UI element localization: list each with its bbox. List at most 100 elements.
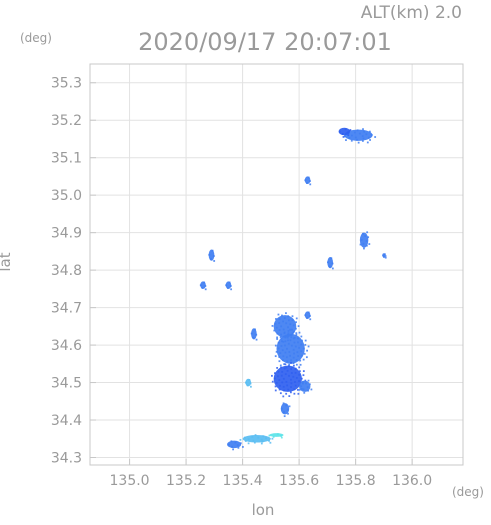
y-tick-label: 35.0: [51, 188, 82, 204]
radar-echo-speck: [363, 247, 365, 250]
radar-echo-speck: [254, 328, 256, 331]
radar-echo-speck: [295, 377, 298, 379]
radar-echo-speck: [300, 385, 303, 388]
radar-echo-cluster: [268, 433, 284, 439]
x-axis-unit: (deg): [452, 485, 484, 499]
radar-echo-speck: [213, 260, 216, 262]
radar-echo-speck: [275, 381, 278, 384]
radar-echo-speck: [278, 388, 281, 391]
radar-echo-speck: [302, 380, 304, 383]
radar-echo-speck: [346, 131, 349, 134]
radar-echo-speck: [361, 140, 364, 142]
radar-echo-speck: [273, 329, 276, 332]
x-axis-ticks: 135.0 135.2 135.4 135.6 135.8 136.0: [110, 459, 432, 489]
radar-echo-speck: [296, 337, 299, 340]
radar-echo-speck: [383, 253, 386, 256]
radar-echo-speck: [286, 360, 289, 363]
radar-echo-speck: [289, 339, 292, 342]
radar-echo-speck: [344, 135, 346, 138]
radar-echo-speck: [290, 372, 293, 374]
radar-echo-speck: [278, 318, 281, 320]
radar-echo-speck: [342, 136, 345, 138]
radar-echo-speck: [290, 344, 293, 347]
radar-echo-speck: [255, 338, 258, 341]
radar-echo-speck: [285, 392, 288, 395]
radar-echo-speck: [283, 389, 286, 392]
radar-echo-speck: [279, 384, 281, 387]
radar-echo-speck: [239, 442, 242, 445]
radar-echo-speck: [307, 311, 310, 314]
radar-echo-speck: [208, 253, 211, 256]
radar-echo-speck: [261, 440, 264, 443]
radar-echo-speck: [269, 441, 272, 444]
radar-echo-speck: [248, 378, 251, 381]
radar-echo-speck: [225, 284, 228, 287]
radar-echo-speck: [384, 256, 387, 259]
radar-echo-speck: [341, 133, 344, 135]
radar-echo-speck: [249, 385, 252, 388]
y-tick-label: 34.4: [51, 413, 82, 429]
radar-echo-speck: [350, 134, 353, 137]
radar-echo-speck: [273, 377, 276, 380]
radar-echo-speck: [274, 389, 277, 392]
radar-echo-core: [338, 127, 350, 136]
radar-echo-cluster: [208, 249, 216, 262]
radar-echo-speck: [300, 354, 303, 357]
radar-echo-cluster: [298, 379, 313, 394]
radar-echo-speck: [239, 438, 242, 441]
radar-echo-speck: [282, 355, 285, 358]
radar-echo-speck: [234, 441, 237, 444]
radar-echo-speck: [252, 439, 255, 442]
radar-echo-speck: [306, 386, 309, 389]
radar-echo-speck: [288, 319, 290, 322]
radar-echo-speck: [277, 433, 279, 436]
radar-echo-speck: [297, 388, 299, 391]
radar-echo-speck: [212, 255, 215, 257]
radar-echo-speck: [309, 315, 311, 317]
radar-echo-speck: [298, 331, 301, 334]
chart-subtitle: ALT(km) 2.0: [361, 3, 462, 23]
radar-echo-speck: [298, 373, 301, 376]
radar-echo-speck: [298, 380, 300, 382]
radar-echo-speck: [283, 367, 286, 370]
radar-echo-speck: [278, 329, 281, 331]
radar-echo-speck: [276, 332, 279, 335]
radar-echo-speck: [255, 333, 258, 336]
radar-echo-speck: [300, 343, 303, 346]
radar-echo-speck: [297, 392, 300, 395]
y-tick-label: 34.7: [51, 301, 82, 317]
radar-echo-speck: [347, 134, 350, 137]
radar-echo-speck: [299, 359, 302, 362]
radar-echo-speck: [290, 361, 292, 364]
radar-echo-speck: [236, 444, 239, 447]
radar-echo-speck: [253, 441, 256, 444]
x-tick-label: 135.0: [110, 473, 150, 489]
radar-echo-speck: [279, 336, 282, 339]
radar-echo-speck: [246, 384, 249, 387]
radar-echo-speck: [204, 285, 207, 287]
radar-echo-speck: [292, 324, 295, 327]
radar-echo-speck: [285, 380, 288, 383]
radar-echo-speck: [298, 388, 301, 391]
radar-echo-speck: [250, 332, 253, 335]
radar-echo-speck: [274, 322, 277, 325]
radar-echo-speck: [227, 443, 230, 446]
radar-echo-speck: [345, 139, 347, 142]
radar-echo-speck: [303, 391, 306, 394]
radar-echo-speck: [283, 331, 286, 334]
radar-echo-speck: [304, 339, 307, 342]
radar-echo-speck: [291, 319, 294, 322]
radar-echo-speck: [272, 436, 275, 438]
radar-echo-speck: [286, 408, 289, 411]
radar-echo-speck: [304, 343, 307, 346]
radar-echo-speck: [282, 359, 284, 362]
radar-echo-speck: [252, 336, 255, 339]
radar-echo-speck: [294, 368, 297, 370]
radar-echo-speck: [290, 359, 292, 362]
radar-echo-speck: [362, 128, 364, 131]
radar-echo-speck: [262, 435, 265, 438]
y-tick-label: 34.6: [51, 338, 82, 354]
radar-echo-speck: [271, 374, 273, 377]
y-tick-label: 35.3: [51, 76, 82, 92]
radar-echo-speck: [275, 350, 278, 353]
